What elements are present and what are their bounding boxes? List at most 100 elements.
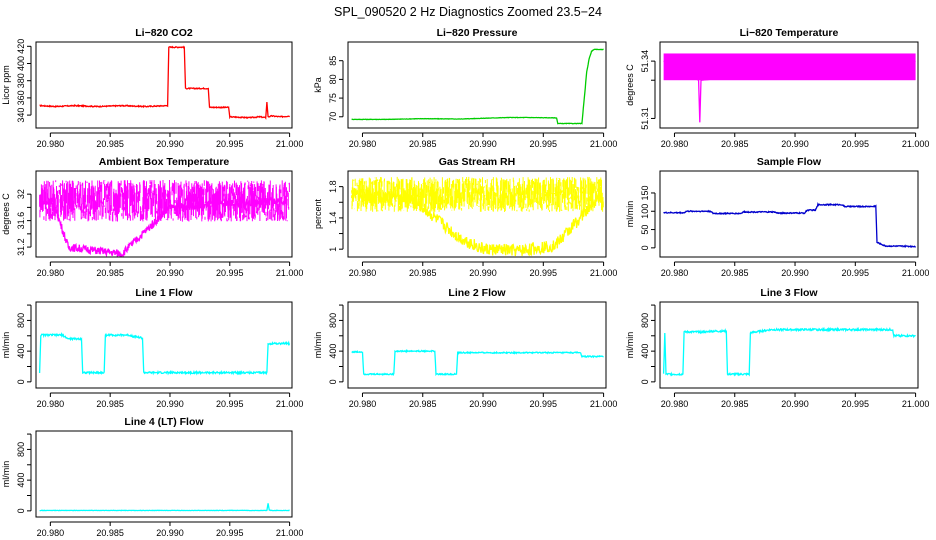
x-tick-label: 20.985 xyxy=(721,399,749,409)
x-tick-label: 20.995 xyxy=(842,399,870,409)
y-tick-label: 51.34 xyxy=(640,50,650,73)
plot-frame xyxy=(347,41,607,129)
x-tick-label: 21.000 xyxy=(590,399,618,409)
x-tick-label: 20.990 xyxy=(156,268,184,278)
panel-title: Li−820 Pressure xyxy=(437,27,518,39)
x-tick-label: 21.000 xyxy=(276,528,304,538)
series-line xyxy=(39,503,290,512)
x-tick-label: 20.990 xyxy=(781,268,809,278)
y-tick-label: 800 xyxy=(16,442,26,457)
y-tick-label: 800 xyxy=(16,313,26,328)
y-tick-label: 31.2 xyxy=(16,238,26,256)
y-tick-label: 800 xyxy=(328,313,338,328)
y-tick-label: 400 xyxy=(328,344,338,359)
y-tick-label: 400 xyxy=(640,344,650,359)
x-tick-label: 21.000 xyxy=(902,139,930,149)
y-tick-label: 80 xyxy=(328,74,338,84)
series-line xyxy=(38,332,291,376)
y-tick-label: 1.4 xyxy=(328,212,338,225)
chart-panel: Li−820 Temperature 20.980 20.985 20.990 20.9… xyxy=(625,27,929,149)
plot-frame xyxy=(659,41,919,129)
y-axis-label: ml/min xyxy=(625,332,635,359)
x-tick-label: 20.995 xyxy=(216,528,244,538)
y-tick-label: 0 xyxy=(16,508,26,513)
x-tick-label: 20.985 xyxy=(96,268,124,278)
panel-title: Gas Stream RH xyxy=(439,156,515,168)
series-noise xyxy=(351,176,604,212)
x-tick-label: 21.000 xyxy=(590,268,618,278)
y-tick-label: 150 xyxy=(640,185,650,200)
y-tick-label: 360 xyxy=(16,90,26,105)
x-tick-label: 20.980 xyxy=(661,399,689,409)
y-tick-label: 0 xyxy=(640,245,650,250)
x-tick-label: 21.000 xyxy=(902,268,930,278)
x-tick-label: 20.995 xyxy=(216,399,244,409)
x-tick-label: 20.980 xyxy=(37,268,65,278)
x-tick-label: 20.980 xyxy=(349,399,377,409)
x-tick-label: 20.990 xyxy=(156,528,184,538)
panel-title: Ambient Box Temperature xyxy=(99,156,230,168)
series-noise xyxy=(39,180,290,222)
y-axis-label: ml/min xyxy=(313,332,323,359)
y-tick-label: 1.8 xyxy=(328,180,338,193)
y-tick-label: 31.6 xyxy=(16,212,26,230)
x-tick-label: 20.985 xyxy=(96,399,124,409)
plot-frame xyxy=(35,301,293,389)
x-tick-label: 20.985 xyxy=(96,528,124,538)
y-axis-label: Licor ppm xyxy=(1,65,11,105)
x-tick-label: 21.000 xyxy=(902,399,930,409)
chart-panel: Line 1 Flow 20.980 20.985 20.990 20.995 21.00… xyxy=(1,287,303,409)
x-tick-label: 20.980 xyxy=(661,268,689,278)
y-tick-label: 0 xyxy=(640,379,650,384)
x-tick-label: 20.985 xyxy=(409,399,437,409)
y-tick-label: 1 xyxy=(328,247,338,252)
y-axis-label: kPa xyxy=(313,77,323,93)
chart-panel: Line 2 Flow 20.980 20.985 20.990 20.995 21.00… xyxy=(313,287,617,409)
y-tick-label: 85 xyxy=(328,56,338,66)
chart-panel: Ambient Box Temperature 20.980 20.985 20.99… xyxy=(1,156,303,278)
x-tick-label: 20.990 xyxy=(781,139,809,149)
y-tick-label: 100 xyxy=(640,204,650,219)
plot-frame xyxy=(35,41,293,129)
chart-panel: Line 4 (LT) Flow 20.980 20.985 20.990 20.995… xyxy=(1,416,303,538)
x-tick-label: 21.000 xyxy=(590,139,618,149)
y-tick-label: 0 xyxy=(328,379,338,384)
x-tick-label: 20.995 xyxy=(530,399,558,409)
y-axis-label: degrees C xyxy=(625,64,635,106)
x-tick-label: 21.000 xyxy=(276,139,304,149)
x-tick-label: 20.985 xyxy=(721,139,749,149)
y-tick-label: 400 xyxy=(16,56,26,71)
chart-panel: Li−820 CO2 20.980 20.985 20.990 20.995 21.000… xyxy=(1,27,303,149)
panel-title: Sample Flow xyxy=(757,156,822,168)
x-tick-label: 20.995 xyxy=(216,268,244,278)
series-line xyxy=(351,349,604,377)
panel-grid: Li−820 CO2 20.980 20.985 20.990 20.995 21.000… xyxy=(1,27,929,538)
plot-frame xyxy=(35,170,293,258)
chart-panel: Sample Flow 20.980 20.985 20.990 20.995 21.00… xyxy=(625,156,929,278)
x-tick-label: 20.995 xyxy=(842,139,870,149)
x-tick-label: 20.980 xyxy=(349,139,377,149)
x-tick-label: 20.995 xyxy=(530,139,558,149)
chart-panel: Gas Stream RH 20.980 20.985 20.990 20.995 21.… xyxy=(313,156,617,278)
plot-frame xyxy=(659,301,919,389)
x-tick-label: 20.990 xyxy=(469,268,497,278)
series-line xyxy=(662,326,916,377)
y-tick-label: 800 xyxy=(640,313,650,328)
x-tick-label: 21.000 xyxy=(276,399,304,409)
figure-title: SPL_090520 2 Hz Diagnostics Zoomed 23.5−… xyxy=(334,5,602,19)
panel-title: Li−820 CO2 xyxy=(135,27,193,39)
series-line xyxy=(663,201,917,248)
series-band xyxy=(663,53,916,81)
x-tick-label: 20.990 xyxy=(469,399,497,409)
x-tick-label: 20.990 xyxy=(156,399,184,409)
series-line xyxy=(351,48,604,125)
x-tick-label: 20.980 xyxy=(349,268,377,278)
x-tick-label: 20.985 xyxy=(409,268,437,278)
panel-title: Line 2 Flow xyxy=(448,287,506,299)
plot-frame xyxy=(347,170,607,258)
y-axis-label: ml/min xyxy=(1,461,11,488)
plot-frame xyxy=(35,430,293,518)
y-axis-label: ml/min xyxy=(625,201,635,228)
x-tick-label: 21.000 xyxy=(276,268,304,278)
y-tick-label: 70 xyxy=(328,112,338,122)
